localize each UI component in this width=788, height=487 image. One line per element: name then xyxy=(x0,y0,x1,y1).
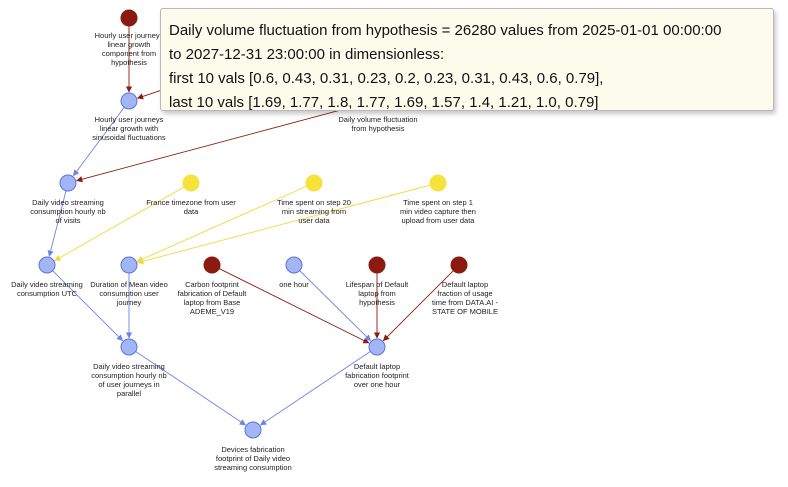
tooltip-line-3: first 10 vals [0.6, 0.43, 0.31, 0.23, 0.… xyxy=(169,70,604,87)
graph-node-n1[interactable] xyxy=(120,9,138,27)
node-label-n6: France timezone from user data xyxy=(146,198,236,216)
node-label-n11: one hour xyxy=(279,280,309,289)
node-label-n7: Time spent on step 20 min streaming from… xyxy=(277,198,351,225)
node-label-n15: Default laptop fabrication footprint ove… xyxy=(345,362,409,389)
node-label-n14: Daily video streaming consumption hourly… xyxy=(91,362,167,398)
graph-node-n12[interactable] xyxy=(368,256,386,274)
graph-node-n11[interactable] xyxy=(285,256,303,274)
edge-n15-n16 xyxy=(259,351,371,426)
graph-node-n16[interactable] xyxy=(244,421,262,439)
tooltip-line-4: last 10 vals [1.69, 1.77, 1.8, 1.77, 1.6… xyxy=(169,94,599,111)
tooltip-line-1: Daily volume fluctuation from hypothesis… xyxy=(169,22,722,39)
node-label-n16: Devices fabrication footprint of Daily v… xyxy=(214,445,292,472)
node-label-n13: Default laptop fraction of usage time fr… xyxy=(432,280,498,316)
graph-node-n5[interactable] xyxy=(38,256,56,274)
edge-n3-n4 xyxy=(72,107,125,177)
edge-n14-n16 xyxy=(135,351,247,426)
node-label-n17: Daily volume fluctuation from hypothesis xyxy=(338,115,418,133)
node-label-n3: Hourly user journeys linear growth with … xyxy=(92,115,166,142)
graph-node-n13[interactable] xyxy=(450,256,468,274)
node-label-n5: Daily video streaming consumption UTC xyxy=(11,280,83,298)
edge-n11-n15 xyxy=(299,270,372,342)
edge-n13-n15 xyxy=(382,270,454,342)
edge-n7-n9 xyxy=(136,185,307,262)
node-label-n12: Lifespan of Default laptop from hypothes… xyxy=(345,280,409,307)
edge-n8-n9 xyxy=(137,184,431,265)
graph-node-n9[interactable] xyxy=(120,256,138,274)
node-label-n1: Hourly user journeys linear growth compo… xyxy=(94,31,164,67)
graph-node-n7[interactable] xyxy=(305,174,323,192)
nodes-layer xyxy=(38,9,468,439)
graph-node-n8[interactable] xyxy=(429,174,447,192)
graph-node-n10[interactable] xyxy=(203,256,221,274)
graph-node-n3[interactable] xyxy=(120,92,138,110)
node-label-n8: Time spent on step 1 min video capture t… xyxy=(400,198,476,225)
node-label-n10: Carbon footprint fabrication of Default … xyxy=(177,280,247,316)
graph-node-n4[interactable] xyxy=(59,174,77,192)
graph-node-n15[interactable] xyxy=(368,338,386,356)
node-label-n9: Duration of Mean video consumption user … xyxy=(90,280,168,307)
tooltip-line-2: to 2027-12-31 23:00:00 in dimensionless: xyxy=(169,46,445,63)
graph-node-n6[interactable] xyxy=(182,174,200,192)
graph-node-n14[interactable] xyxy=(120,338,138,356)
edge-n5-n14 xyxy=(52,270,124,342)
edge-n17-n4 xyxy=(76,99,379,183)
node-label-n4: Daily video streaming consumption hourly… xyxy=(30,198,106,225)
edge-n10-n15 xyxy=(218,268,370,344)
edge-n4-n5 xyxy=(47,190,67,257)
edge-n6-n5 xyxy=(54,186,185,261)
value-tooltip: Daily volume fluctuation from hypothesis… xyxy=(160,8,774,111)
